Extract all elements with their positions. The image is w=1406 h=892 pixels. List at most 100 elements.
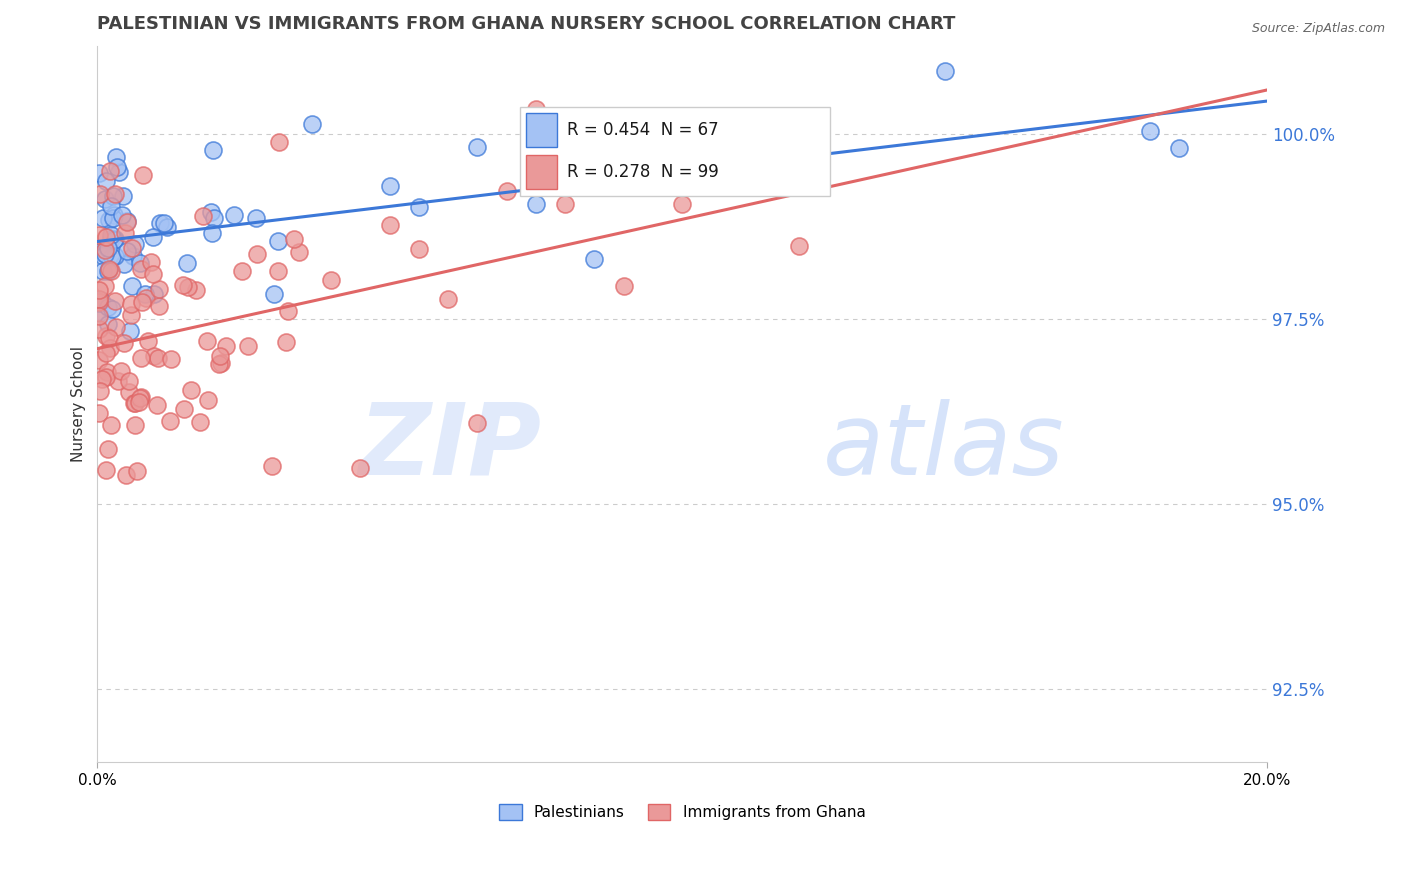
Point [467, 140, 489, 154]
Point [100, 231, 122, 245]
Point [129, 351, 152, 365]
Point [94, 370, 117, 384]
Point [104, 249, 127, 263]
Point [97, 264, 120, 278]
Point [267, 135, 290, 149]
Point [120, 309, 142, 323]
Point [222, 208, 245, 222]
Point [209, 350, 232, 364]
Point [231, 263, 253, 277]
Point [288, 244, 311, 259]
Point [136, 334, 159, 348]
Point [583, 123, 606, 137]
Point [148, 299, 170, 313]
Y-axis label: Nursery School: Nursery School [72, 346, 86, 462]
Point [103, 208, 125, 222]
Point [159, 414, 181, 428]
Point [97, 442, 120, 456]
Point [215, 339, 238, 353]
Point [87, 353, 110, 368]
Point [1139, 124, 1161, 138]
Point [89, 384, 111, 398]
Point [378, 219, 401, 233]
Point [495, 184, 517, 198]
Point [274, 335, 297, 350]
Point [89, 165, 111, 179]
Point [277, 304, 299, 318]
Point [90, 293, 112, 307]
Point [524, 103, 547, 117]
Point [142, 229, 165, 244]
Point [93, 244, 115, 258]
Point [100, 302, 122, 317]
Point [176, 256, 198, 270]
Point [1168, 141, 1191, 155]
Point [132, 168, 155, 182]
Point [124, 396, 146, 410]
Point [124, 236, 146, 251]
Point [105, 161, 128, 175]
Point [263, 286, 285, 301]
Point [97, 317, 120, 331]
Point [107, 374, 129, 388]
Point [149, 216, 172, 230]
Point [148, 282, 170, 296]
Point [97, 261, 120, 276]
Point [267, 234, 290, 248]
Point [114, 226, 136, 240]
Point [114, 335, 136, 350]
Bar [526, 155, 557, 189]
Point [142, 267, 165, 281]
Point [115, 244, 138, 258]
Point [91, 211, 114, 226]
Point [112, 257, 135, 271]
Point [671, 169, 693, 183]
Point [156, 219, 179, 234]
Point [260, 459, 283, 474]
Point [124, 418, 146, 433]
Point [135, 291, 157, 305]
Point [103, 233, 125, 247]
Bar [526, 113, 557, 147]
Point [104, 187, 127, 202]
Point [245, 211, 267, 226]
Point [128, 395, 150, 409]
Point [142, 286, 165, 301]
Legend: Palestinians, Immigrants from Ghana: Palestinians, Immigrants from Ghana [492, 798, 872, 827]
Point [101, 211, 124, 225]
Point [94, 346, 117, 360]
Point [200, 226, 222, 240]
Point [98, 341, 121, 355]
Point [87, 295, 110, 310]
Point [100, 418, 122, 433]
Point [115, 468, 138, 483]
Point [89, 187, 111, 202]
Point [143, 349, 166, 363]
Point [146, 351, 169, 365]
Point [208, 357, 231, 371]
Text: Source: ZipAtlas.com: Source: ZipAtlas.com [1251, 22, 1385, 36]
Point [184, 283, 207, 297]
Point [202, 143, 225, 157]
Point [321, 273, 343, 287]
Point [197, 392, 219, 407]
Point [121, 249, 143, 263]
Point [97, 212, 120, 227]
Text: atlas: atlas [823, 399, 1064, 496]
Point [87, 296, 110, 310]
Point [408, 242, 430, 256]
Point [467, 416, 489, 430]
Point [195, 334, 218, 349]
Point [613, 278, 636, 293]
Point [87, 292, 110, 306]
Point [108, 165, 131, 179]
Text: R = 0.454  N = 67: R = 0.454 N = 67 [567, 121, 718, 139]
Point [120, 297, 142, 311]
Point [87, 405, 110, 419]
Point [129, 262, 152, 277]
Point [96, 365, 118, 379]
Point [131, 294, 153, 309]
Point [91, 264, 114, 278]
Point [159, 351, 181, 366]
Point [139, 255, 162, 269]
